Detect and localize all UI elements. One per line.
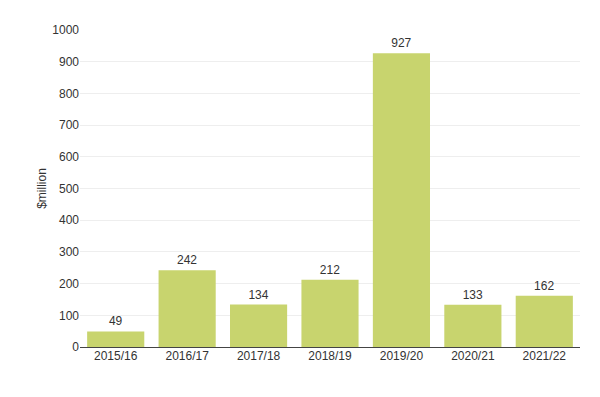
svg-text:162: 162 (534, 279, 554, 293)
svg-text:900: 900 (59, 55, 79, 69)
svg-text:927: 927 (391, 36, 411, 50)
svg-text:133: 133 (463, 288, 483, 302)
svg-text:2017/18: 2017/18 (237, 349, 281, 363)
svg-text:400: 400 (59, 213, 79, 227)
svg-text:49: 49 (109, 314, 123, 328)
svg-text:800: 800 (59, 87, 79, 101)
svg-text:100: 100 (59, 309, 79, 323)
svg-text:600: 600 (59, 150, 79, 164)
svg-text:134: 134 (248, 288, 268, 302)
svg-text:2020/21: 2020/21 (451, 349, 495, 363)
svg-text:2015/16: 2015/16 (94, 349, 138, 363)
svg-text:300: 300 (59, 245, 79, 259)
svg-text:2021/22: 2021/22 (523, 349, 567, 363)
svg-text:700: 700 (59, 118, 79, 132)
svg-text:0: 0 (72, 340, 79, 354)
svg-text:242: 242 (177, 253, 197, 267)
svg-text:1000: 1000 (52, 23, 79, 37)
svg-text:200: 200 (59, 277, 79, 291)
svg-text:500: 500 (59, 182, 79, 196)
svg-text:2019/20: 2019/20 (380, 349, 424, 363)
svg-text:212: 212 (320, 263, 340, 277)
svg-text:$million: $million (35, 168, 49, 209)
svg-text:2018/19: 2018/19 (308, 349, 352, 363)
svg-text:2016/17: 2016/17 (165, 349, 209, 363)
